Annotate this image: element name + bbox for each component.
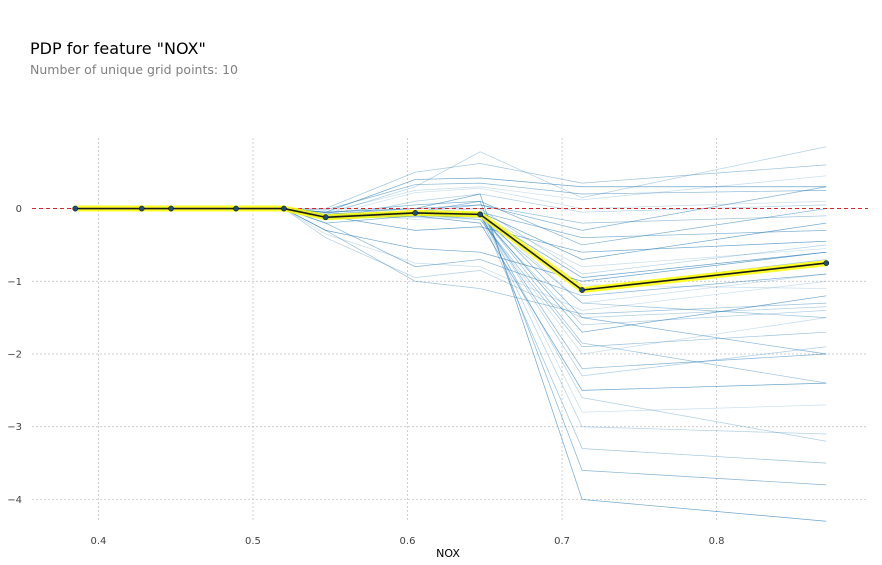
pdp-point	[168, 205, 174, 212]
axis-ticks: 0.4 0.5 0.6 0.7 0.8 0 −1 −2 −3 −4	[7, 204, 724, 547]
grid-lines	[32, 138, 868, 522]
pdp-point	[281, 205, 287, 212]
ice-line	[75, 208, 827, 384]
x-tick-label: 0.5	[245, 536, 261, 547]
pdp-point	[477, 211, 483, 218]
x-tick-label: 0.8	[709, 536, 725, 547]
pdp-point	[233, 205, 239, 212]
x-tick-label: 0.6	[400, 536, 416, 547]
pdp-point	[138, 205, 145, 212]
ice-lines	[75, 146, 827, 522]
ice-line	[75, 208, 827, 333]
x-tick-label: 0.7	[554, 536, 570, 547]
pdp-band	[75, 205, 827, 293]
y-tick-label: −2	[7, 350, 22, 361]
y-tick-label: 0	[16, 204, 22, 215]
ice-line	[75, 208, 827, 391]
ice-line	[75, 208, 827, 311]
pdp-line	[75, 207, 827, 291]
y-tick-label: −3	[7, 422, 22, 433]
ice-line	[75, 208, 827, 442]
pdp-point	[823, 260, 830, 266]
ice-line	[75, 208, 827, 315]
chart-title: PDP for feature "NOX"	[30, 39, 206, 58]
pdp-point	[412, 210, 419, 216]
y-tick-label: −1	[7, 277, 22, 288]
pdp-point	[72, 205, 79, 212]
y-tick-label: −4	[7, 495, 22, 506]
ice-line	[75, 208, 827, 435]
ice-line	[75, 208, 827, 304]
ice-line	[75, 208, 827, 464]
ice-line	[75, 208, 827, 326]
ice-line	[75, 146, 827, 215]
x-tick-label: 0.4	[90, 536, 106, 547]
ice-line	[75, 200, 827, 486]
ice-line	[75, 193, 827, 522]
ice-line	[75, 208, 827, 297]
chart-subtitle: Number of unique grid points: 10	[30, 62, 238, 77]
pdp-point	[579, 287, 585, 293]
pdp-point	[322, 214, 329, 221]
x-axis-label: NOX	[436, 547, 460, 560]
ice-line	[75, 208, 827, 413]
ice-line	[75, 208, 827, 369]
pdp-line-group	[72, 205, 830, 293]
